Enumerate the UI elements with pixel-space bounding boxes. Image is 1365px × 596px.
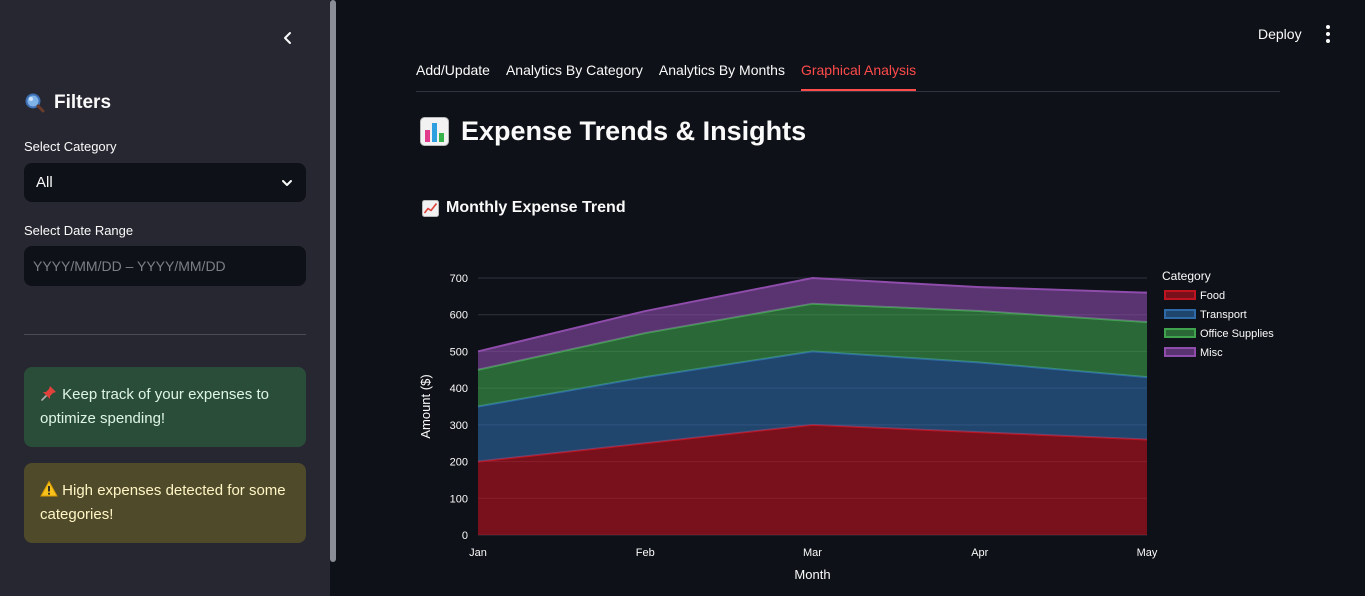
ellipsis-dot — [1326, 32, 1330, 36]
y-axis-title: Amount ($) — [418, 374, 433, 438]
legend-swatch — [1164, 347, 1196, 357]
pushpin-icon — [41, 386, 56, 401]
area-misc — [478, 278, 1147, 370]
chart-heading: Monthly Expense Trend — [422, 199, 626, 217]
sidebar-divider — [24, 334, 306, 335]
date-range-input[interactable] — [24, 246, 306, 286]
y-tick-label: 100 — [450, 493, 468, 505]
chevron-left-icon — [284, 32, 291, 44]
x-tick-label: May — [1137, 547, 1158, 559]
warning-icon — [40, 480, 58, 497]
category-label: Select Category — [24, 139, 117, 154]
tab-analytics-by-category[interactable]: Analytics By Category — [505, 62, 643, 78]
legend-swatch — [1164, 328, 1196, 338]
y-tick-label: 400 — [450, 383, 468, 395]
success-alert: Keep track of your expenses to optimize … — [24, 367, 306, 447]
success-alert-text: Keep track of your expenses to optimize … — [40, 386, 269, 427]
legend-item-label: Transport — [1200, 309, 1247, 321]
x-tick-label: Apr — [971, 547, 988, 559]
tab-graphical-analysis[interactable]: Graphical Analysis — [800, 60, 917, 91]
tab-analytics-by-months[interactable]: Analytics By Months — [658, 62, 785, 78]
line-office-supplies — [477, 302, 1148, 371]
legend-swatch — [1164, 290, 1196, 300]
y-tick-label: 200 — [450, 457, 468, 469]
y-tick-label: 600 — [450, 310, 468, 322]
date-range-label: Select Date Range — [24, 223, 134, 238]
legend-item-label: Food — [1200, 290, 1225, 302]
x-tick-label: Mar — [803, 547, 822, 559]
collapse-sidebar-button[interactable] — [276, 26, 300, 50]
x-tick-label: Jan — [469, 547, 487, 559]
warning-alert-text: High expenses detected for some categori… — [40, 482, 286, 523]
legend-swatch — [1164, 309, 1196, 319]
bar-chart-icon — [420, 117, 449, 146]
main-menu-button[interactable] — [1318, 22, 1338, 46]
legend-title: Category — [1162, 269, 1211, 283]
y-tick-label: 300 — [450, 420, 468, 432]
monthly-expense-chart: 0 100 200 300 400 500 600 700 Jan Feb Mar Apr May Mon… — [418, 269, 1274, 582]
legend-item-label: Office Supplies — [1200, 328, 1274, 340]
x-tick-label: Feb — [636, 547, 655, 559]
area-office-supplies — [478, 303, 1147, 407]
line-misc — [477, 276, 1148, 353]
category-select[interactable]: All — [24, 163, 306, 202]
ellipsis-dot — [1326, 39, 1330, 43]
sidebar-scrollbar[interactable] — [330, 0, 336, 562]
legend-item-label: Misc — [1200, 347, 1223, 359]
category-select-value: All — [36, 174, 53, 191]
line-transport — [477, 350, 1148, 408]
x-axis-title: Month — [794, 567, 830, 582]
chart-increasing-icon — [422, 199, 439, 217]
sidebar: Filters Select Category All Select Date … — [0, 0, 330, 596]
y-tick-label: 500 — [450, 346, 468, 358]
y-tick-label: 700 — [450, 273, 468, 285]
tab-bar: Add/Update Analytics By Category Analyti… — [416, 60, 1280, 92]
chart-heading-text: Monthly Expense Trend — [446, 199, 626, 216]
warning-alert: High expenses detected for some categori… — [24, 463, 306, 543]
filters-title: Filters — [24, 92, 111, 114]
area-food — [478, 424, 1147, 535]
y-tick-label: 0 — [462, 530, 468, 542]
page-title: Expense Trends & Insights — [420, 116, 806, 147]
vertical-ellipsis-icon — [1326, 25, 1330, 29]
area-transport — [478, 351, 1147, 462]
chevron-down-icon — [282, 179, 292, 186]
tab-add-update[interactable]: Add/Update — [416, 62, 490, 78]
filters-title-text: Filters — [54, 92, 112, 113]
deploy-button[interactable]: Deploy — [1258, 26, 1302, 42]
magnifying-glass-icon — [25, 93, 45, 113]
page-title-text: Expense Trends & Insights — [461, 116, 807, 146]
